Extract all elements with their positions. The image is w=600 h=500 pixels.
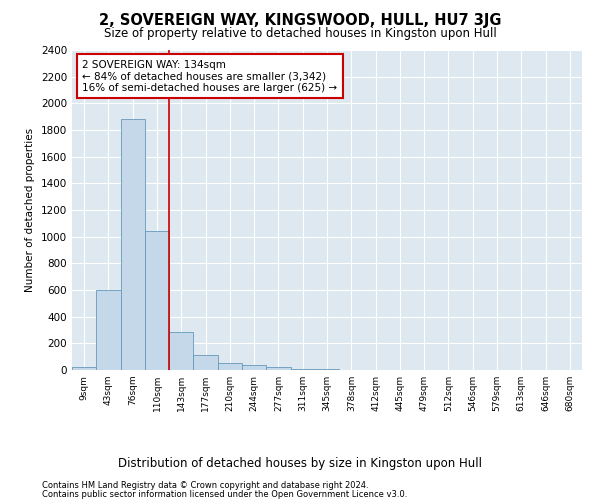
Bar bbox=[266, 366, 290, 370]
Text: Distribution of detached houses by size in Kingston upon Hull: Distribution of detached houses by size … bbox=[118, 458, 482, 470]
Text: Size of property relative to detached houses in Kingston upon Hull: Size of property relative to detached ho… bbox=[104, 28, 496, 40]
Text: 2, SOVEREIGN WAY, KINGSWOOD, HULL, HU7 3JG: 2, SOVEREIGN WAY, KINGSWOOD, HULL, HU7 3… bbox=[99, 12, 501, 28]
Bar bbox=[193, 356, 218, 370]
Bar bbox=[242, 366, 266, 370]
Bar bbox=[218, 364, 242, 370]
Bar bbox=[96, 290, 121, 370]
Text: 2 SOVEREIGN WAY: 134sqm
← 84% of detached houses are smaller (3,342)
16% of semi: 2 SOVEREIGN WAY: 134sqm ← 84% of detache… bbox=[82, 60, 337, 93]
Bar bbox=[169, 332, 193, 370]
Bar bbox=[145, 232, 169, 370]
Bar bbox=[121, 120, 145, 370]
Text: Contains public sector information licensed under the Open Government Licence v3: Contains public sector information licen… bbox=[42, 490, 407, 499]
Bar bbox=[72, 368, 96, 370]
Text: Contains HM Land Registry data © Crown copyright and database right 2024.: Contains HM Land Registry data © Crown c… bbox=[42, 481, 368, 490]
Y-axis label: Number of detached properties: Number of detached properties bbox=[25, 128, 35, 292]
